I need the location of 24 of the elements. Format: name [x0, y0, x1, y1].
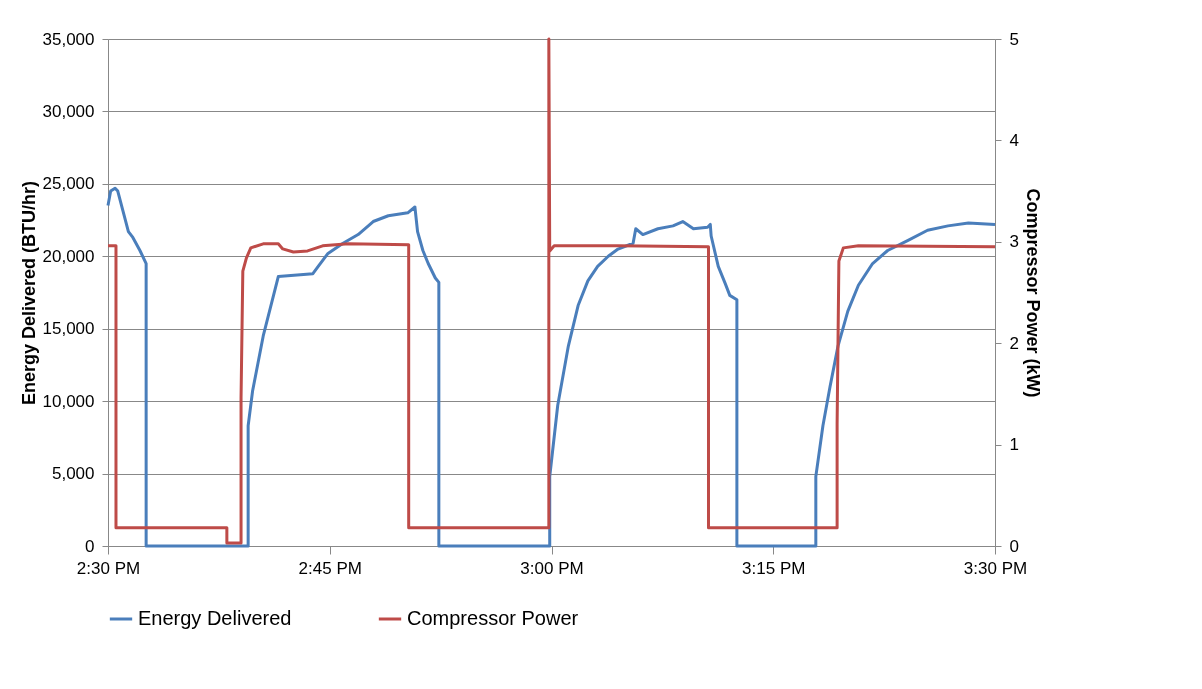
legend-label: Compressor Power [407, 607, 579, 629]
y-axis-title: Energy Delivered (BTU/hr) [18, 180, 39, 406]
y2-tick-label: 3 [1009, 232, 1019, 252]
legend-label: Energy Delivered [138, 607, 292, 629]
y2-tick-label: 5 [1009, 29, 1019, 49]
y-tick-label: 10,000 [42, 391, 95, 411]
x-tick-label: 3:30 PM [963, 558, 1028, 578]
y2-tick-label: 1 [1009, 435, 1019, 455]
y2-tick-label: 4 [1009, 130, 1019, 150]
y2-axis-title: Compressor Power (kW) [1022, 188, 1043, 398]
x-tick-label: 3:00 PM [520, 558, 584, 578]
y-tick-label: 5,000 [51, 464, 95, 484]
x-tick-label: 3:15 PM [742, 558, 806, 578]
x-tick-label: 2:45 PM [298, 558, 362, 578]
y-tick-label: 30,000 [42, 101, 95, 121]
y-tick-label: 20,000 [42, 246, 95, 266]
y2-tick-label: 0 [1009, 536, 1019, 556]
y-tick-label: 25,000 [42, 174, 95, 194]
y-tick-label: 15,000 [42, 319, 95, 339]
line-series [106, 186, 997, 548]
y2-tick-label: 2 [1009, 333, 1019, 353]
y-tick-label: 35,000 [42, 29, 95, 49]
x-tick-label: 2:30 PM [76, 558, 141, 578]
y-tick-label: 0 [85, 536, 95, 556]
